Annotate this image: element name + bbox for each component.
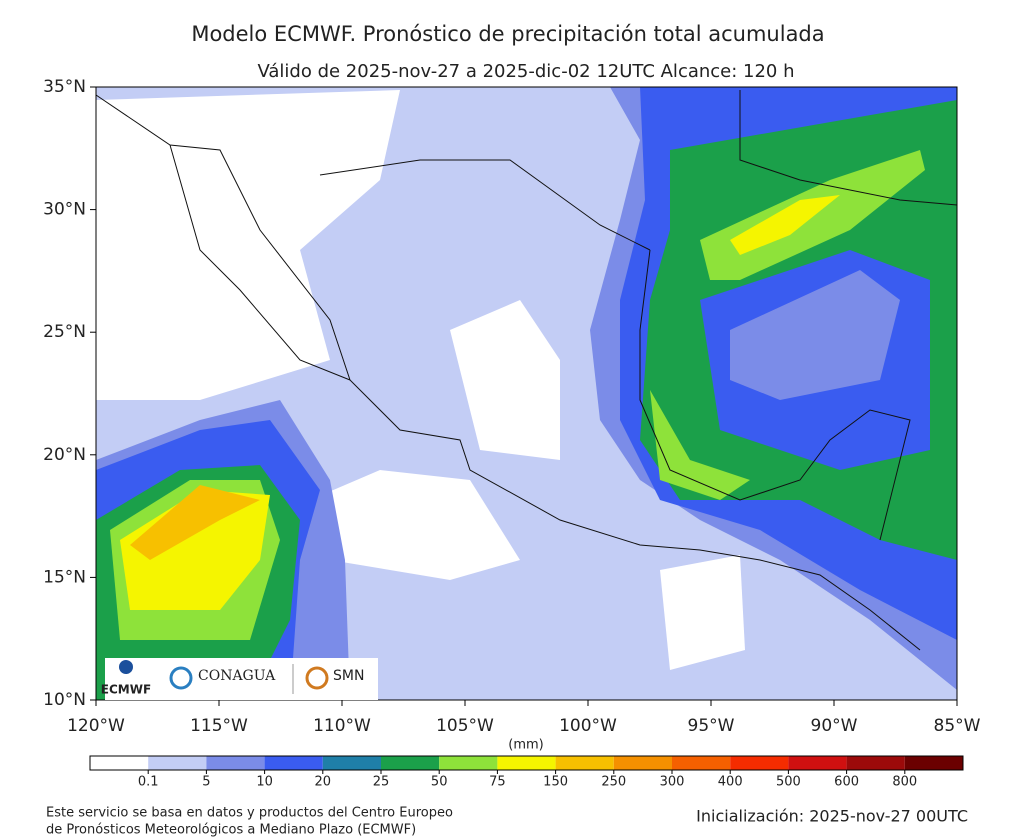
y-tick-label: 35°N: [43, 77, 86, 97]
y-tick-label: 10°N: [43, 690, 86, 710]
logo-ecmwf: ECMWF: [101, 683, 151, 697]
colorbar-swatch: [730, 756, 789, 770]
logo-conagua: CONAGUA: [198, 668, 276, 684]
x-tick-label: 100°W: [559, 716, 617, 736]
y-tick-label: 25°N: [43, 322, 86, 342]
map-frame: [95, 86, 958, 701]
colorbar-label: 5: [202, 775, 210, 790]
colorbar-swatch: [148, 756, 207, 770]
x-tick-label: 95°W: [688, 716, 735, 736]
y-tick-label: 30°N: [43, 200, 86, 220]
colorbar-label: 25: [373, 775, 390, 790]
colorbar-swatch: [497, 756, 556, 770]
colorbar-swatch: [206, 756, 265, 770]
colorbar-label: 600: [834, 775, 859, 790]
colorbar-swatch: [381, 756, 440, 770]
colorbar-swatch: [90, 756, 149, 770]
colorbar: 0.1 5 10 20 25 50 75 150 250 300 400 500 600 800: [89, 755, 964, 790]
precip-field: [95, 87, 958, 700]
colorbar-swatch: [439, 756, 498, 770]
colorbar-swatch: [904, 756, 963, 770]
colorbar-label: 75: [489, 775, 506, 790]
colorbar-label: 800: [892, 775, 917, 790]
colorbar-label: 300: [660, 775, 685, 790]
colorbar-label: 50: [431, 775, 448, 790]
footer-init: Inicialización: 2025-nov-27 00UTC: [696, 807, 968, 826]
colorbar-label: 400: [718, 775, 743, 790]
colorbar-label: 0.1: [138, 775, 159, 790]
colorbar-swatch: [788, 756, 847, 770]
x-tick-label: 120°W: [67, 716, 125, 736]
x-tick-label: 85°W: [934, 716, 981, 736]
y-tick-label: 20°N: [43, 445, 86, 465]
colorbar-label: 20: [315, 775, 332, 790]
colorbar-swatch: [672, 756, 731, 770]
colorbar-swatch: [322, 756, 381, 770]
colorbar-unit: (mm): [508, 738, 543, 753]
subtitle: Válido de 2025-nov-27 a 2025-dic-02 12UT…: [257, 61, 794, 82]
colorbar-label: 500: [776, 775, 801, 790]
colorbar-label: 10: [256, 775, 273, 790]
colorbar-label: 150: [543, 775, 568, 790]
colorbar-swatch: [555, 756, 614, 770]
colorbar-swatch: [264, 756, 323, 770]
colorbar-swatch: [846, 756, 905, 770]
colorbar-frame: [89, 755, 964, 771]
y-tick-label: 15°N: [43, 567, 86, 587]
logo-box: ECMWF CONAGUA SMN: [101, 658, 378, 700]
footer-source: Este servicio se basa en datos y product…: [46, 806, 453, 821]
title: Modelo ECMWF. Pronóstico de precipitació…: [191, 22, 824, 46]
x-tick-label: 90°W: [811, 716, 858, 736]
colorbar-swatch: [613, 756, 672, 770]
x-tick-label: 110°W: [313, 716, 371, 736]
colorbar-label: 250: [601, 775, 626, 790]
footer-source: de Pronósticos Meteorológicos a Mediano …: [46, 823, 416, 838]
logo-smn: SMN: [333, 668, 364, 684]
x-tick-label: 115°W: [190, 716, 248, 736]
x-tick-label: 105°W: [436, 716, 494, 736]
